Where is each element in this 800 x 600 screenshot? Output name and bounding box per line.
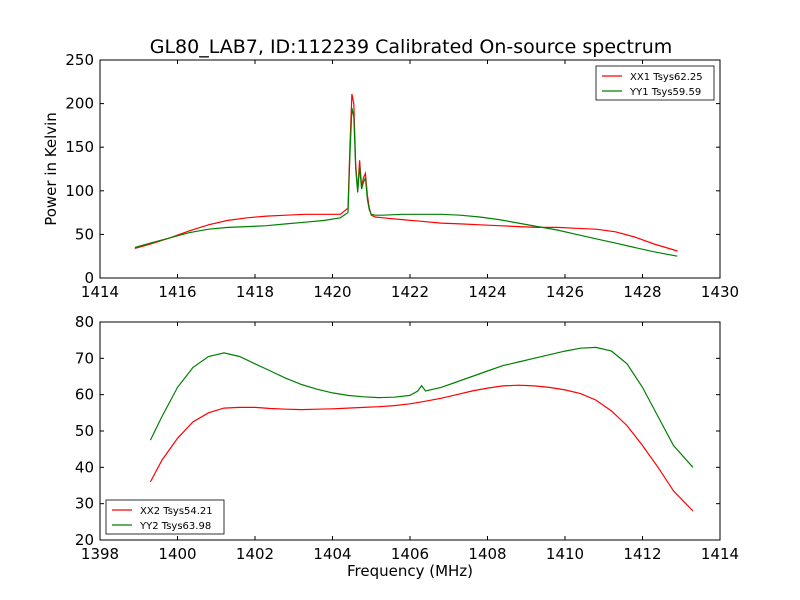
top-x-tick-label: 1430 <box>701 283 739 301</box>
top-y-tick-label: 150 <box>65 138 94 156</box>
bottom-x-tick-label: 1412 <box>623 545 661 563</box>
bottom-y-tick-label: 70 <box>75 349 94 367</box>
bottom-y-tick-label: 80 <box>75 313 94 331</box>
bottom-x-tick-label: 1402 <box>236 545 274 563</box>
top-y-tick-label: 200 <box>65 95 94 113</box>
top-x-tick-label: 1422 <box>391 283 429 301</box>
top-y-tick-label: 50 <box>75 225 94 243</box>
bottom-y-tick-label: 40 <box>75 458 94 476</box>
bottom-panel: 1398 1400 1402 1404 1406 1408 1410 1412 1414 20 30… <box>75 313 739 563</box>
bottom-x-tick-label: 1408 <box>468 545 506 563</box>
bottom-legend-label-0: XX2 Tsys54.21 <box>140 506 213 517</box>
top-x-tick-label: 1426 <box>546 283 584 301</box>
bottom-x-tick-label: 1406 <box>391 545 429 563</box>
bottom-series-line-1 <box>149 346 694 468</box>
top-x-tick-label: 1416 <box>158 283 196 301</box>
bottom-x-tick-label: 1414 <box>701 545 739 563</box>
bottom-series-line-0 <box>149 384 694 512</box>
bottom-y-tick-label: 50 <box>75 422 94 440</box>
bottom-y-tick-label: 60 <box>75 386 94 404</box>
top-y-tick-label: 250 <box>65 51 94 69</box>
top-legend-box <box>595 65 715 101</box>
bottom-legend-label-1: YY2 Tsys63.98 <box>139 521 211 532</box>
bottom-x-tick-label: 1404 <box>313 545 351 563</box>
bottom-x-tick-label: 1398 <box>81 545 119 563</box>
top-panel: 1414 1416 1418 1420 1422 1424 1426 1428 1430 0 50 1… <box>65 51 739 301</box>
bottom-legend-box <box>105 499 225 535</box>
bottom-y-tick-label: 30 <box>75 495 94 513</box>
chart-title: GL80_LAB7, ID:112239 Calibrated On-sourc… <box>150 36 673 58</box>
top-x-tick-label: 1420 <box>313 283 351 301</box>
top-y-tick-label: 0 <box>84 269 94 287</box>
top-x-tick-label: 1414 <box>81 283 119 301</box>
bottom-x-axis-label: Frequency (MHz) <box>347 562 473 580</box>
top-y-axis-label: Power in Kelvin <box>42 112 60 226</box>
top-x-tick-label: 1418 <box>236 283 274 301</box>
top-x-tick-label: 1428 <box>623 283 661 301</box>
bottom-x-tick-label: 1410 <box>546 545 584 563</box>
top-series-line-1 <box>134 107 678 257</box>
top-y-tick-label: 100 <box>65 182 94 200</box>
bottom-y-tick-label: 20 <box>75 531 94 549</box>
top-legend-label-1: YY1 Tsys59.59 <box>629 87 701 98</box>
top-legend-label-0: XX1 Tsys62.25 <box>630 72 703 83</box>
bottom-x-tick-label: 1400 <box>158 545 196 563</box>
top-x-tick-label: 1424 <box>468 283 506 301</box>
